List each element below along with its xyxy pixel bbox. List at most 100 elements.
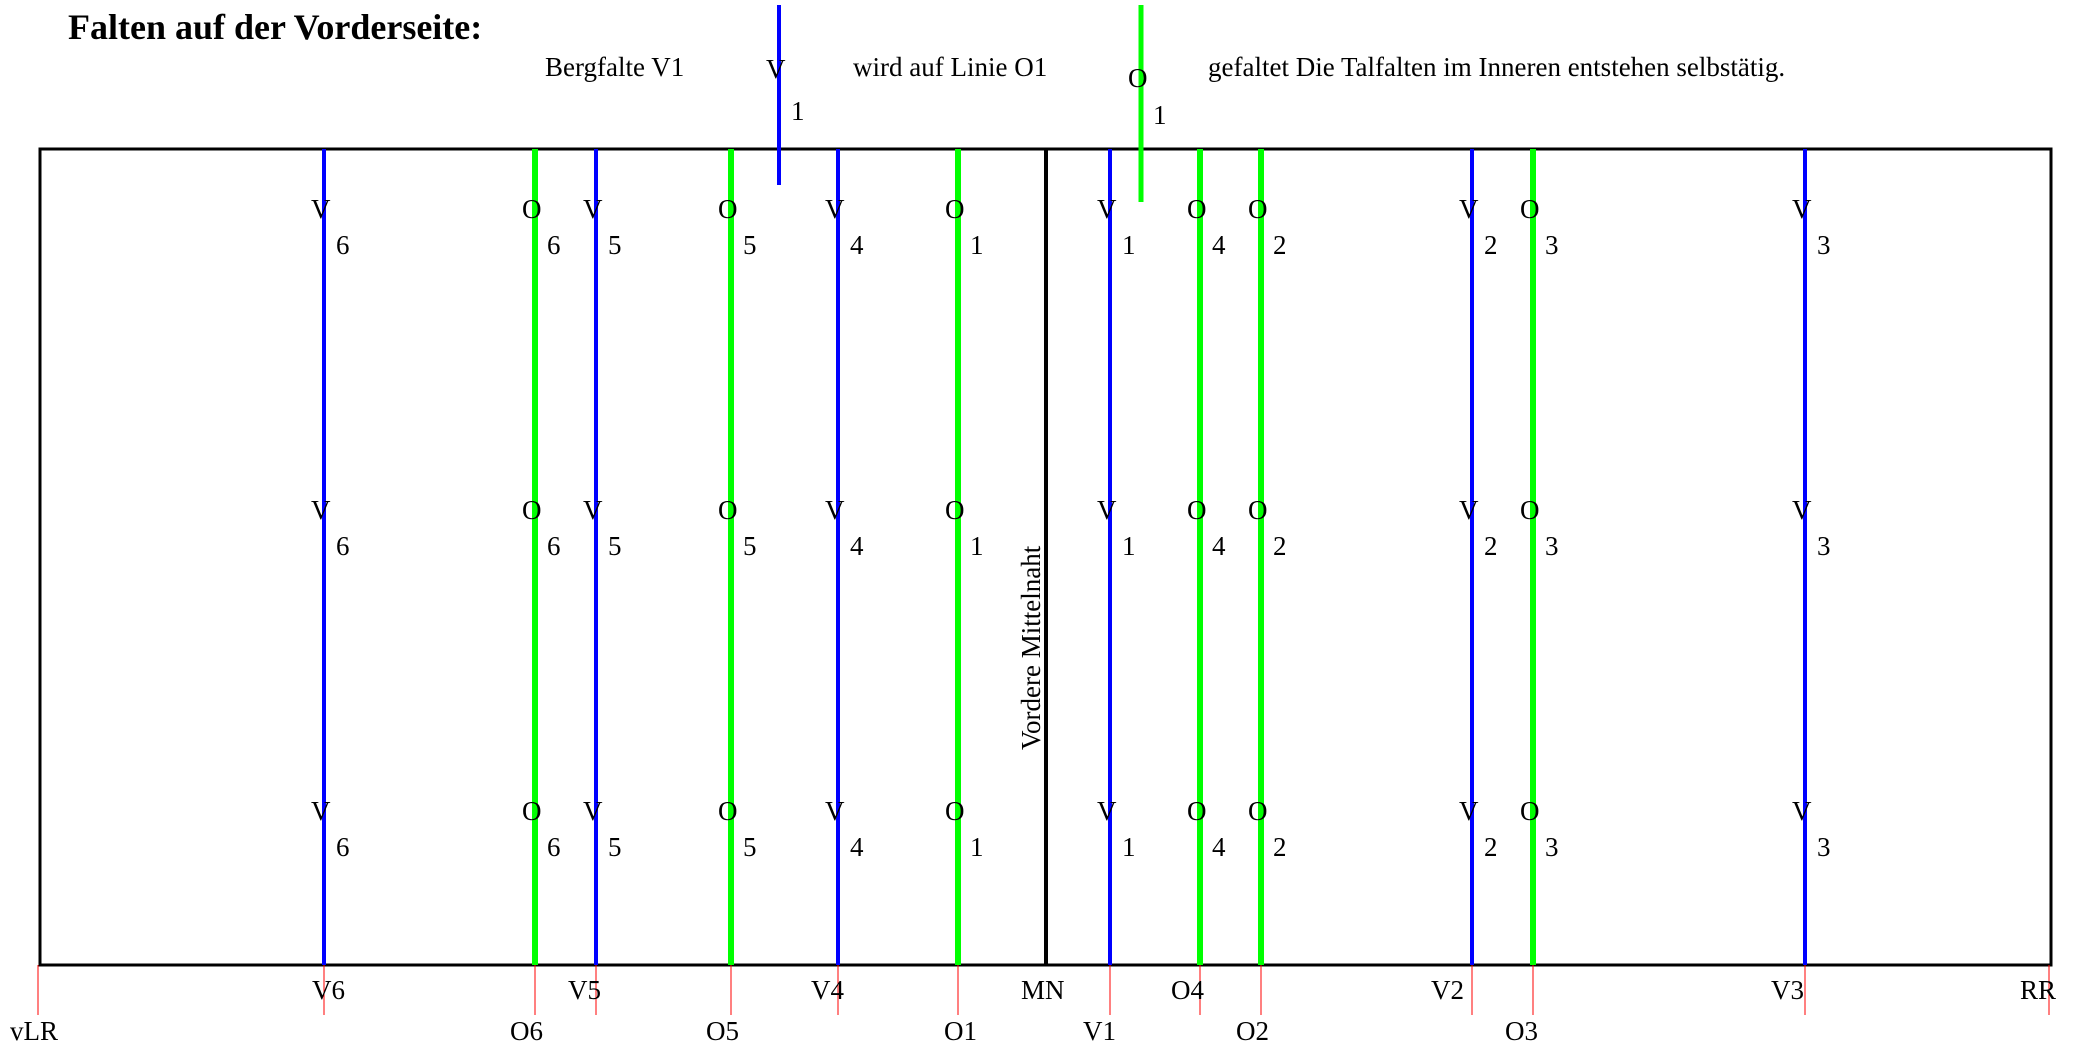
fold-letter-O6-2: O bbox=[522, 495, 542, 525]
fold-number-V3-3: 3 bbox=[1817, 832, 1831, 862]
fold-number-O3-3: 3 bbox=[1545, 832, 1559, 862]
bottom-label-V1: V1 bbox=[1083, 1016, 1116, 1044]
fold-number-V6-2: 6 bbox=[336, 531, 350, 561]
fold-letter-O4-2: O bbox=[1187, 495, 1207, 525]
page-title: Falten auf der Vorderseite: bbox=[68, 7, 483, 47]
legend-valley-symbol: O 1 bbox=[1128, 5, 1167, 202]
fold-number-O1-1: 1 bbox=[970, 230, 984, 260]
fold-letter-V1-2: V bbox=[1097, 495, 1117, 525]
fold-letter-V2-2: V bbox=[1459, 495, 1479, 525]
fold-number-O2-1: 2 bbox=[1273, 230, 1287, 260]
fold-letter-V4-1: V bbox=[825, 194, 845, 224]
bottom-label-V3: V3 bbox=[1771, 975, 1804, 1005]
bottom-label-O5: O5 bbox=[706, 1016, 739, 1044]
fold-number-V4-1: 4 bbox=[850, 230, 864, 260]
fold-number-V2-3: 2 bbox=[1484, 832, 1498, 862]
fold-number-O4-2: 4 bbox=[1212, 531, 1226, 561]
fold-letter-V1-3: V bbox=[1097, 796, 1117, 826]
fold-letter-V6-2: V bbox=[311, 495, 331, 525]
fold-number-V5-2: 5 bbox=[608, 531, 622, 561]
fold-number-O1-3: 1 bbox=[970, 832, 984, 862]
fold-number-O3-2: 3 bbox=[1545, 531, 1559, 561]
fold-letter-O5-1: O bbox=[718, 194, 738, 224]
fold-letter-V3-3: V bbox=[1792, 796, 1812, 826]
fold-letter-V4-2: V bbox=[825, 495, 845, 525]
fold-letter-V2-1: V bbox=[1459, 194, 1479, 224]
bottom-label-O2: O2 bbox=[1236, 1016, 1269, 1044]
fold-letter-O3-3: O bbox=[1520, 796, 1540, 826]
fold-number-V3-2: 3 bbox=[1817, 531, 1831, 561]
fold-number-O3-1: 3 bbox=[1545, 230, 1559, 260]
bottom-label-MN: MN bbox=[1021, 975, 1065, 1005]
fold-letter-V4-3: V bbox=[825, 796, 845, 826]
bottom-label-V4: V4 bbox=[811, 975, 844, 1005]
fold-number-O5-1: 5 bbox=[743, 230, 757, 260]
fold-letter-V5-1: V bbox=[583, 194, 603, 224]
fold-letter-O1-3: O bbox=[945, 796, 965, 826]
fold-letter-O4-1: O bbox=[1187, 194, 1207, 224]
fold-number-O6-1: 6 bbox=[547, 230, 561, 260]
bottom-label-O4: O4 bbox=[1171, 975, 1204, 1005]
fold-number-O6-3: 6 bbox=[547, 832, 561, 862]
fold-letter-V2-3: V bbox=[1459, 796, 1479, 826]
legend-mountain-number: 1 bbox=[791, 96, 805, 126]
bottom-labels: V6 V5 V4 MN O4 V2 V3 RR vLR O6 O5 O1 V1 O2 O3 bbox=[10, 975, 2056, 1044]
fold-letter-O1-2: O bbox=[945, 495, 965, 525]
bottom-ticks bbox=[37, 965, 2050, 1015]
fold-number-V2-1: 2 bbox=[1484, 230, 1498, 260]
fold-letter-V5-2: V bbox=[583, 495, 603, 525]
legend-valley-number: 1 bbox=[1153, 100, 1167, 130]
fold-letter-V3-1: V bbox=[1792, 194, 1812, 224]
fold-number-V6-3: 6 bbox=[336, 832, 350, 862]
legend-valley-text: gefaltet Die Talfalten im Inneren entste… bbox=[1208, 52, 1786, 82]
fold-number-O1-2: 1 bbox=[970, 531, 984, 561]
legend-valley-letter: O bbox=[1128, 63, 1148, 93]
legend-middle-text: wird auf Linie O1 bbox=[853, 52, 1048, 82]
fold-number-O4-3: 4 bbox=[1212, 832, 1226, 862]
legend-mountain-text: Bergfalte V1 bbox=[545, 52, 685, 82]
bottom-label-V6: V6 bbox=[312, 975, 345, 1005]
fold-number-V4-2: 4 bbox=[850, 531, 864, 561]
fold-number-V3-1: 3 bbox=[1817, 230, 1831, 260]
fold-number-V2-2: 2 bbox=[1484, 531, 1498, 561]
fold-number-V6-1: 6 bbox=[336, 230, 350, 260]
fold-number-O2-2: 2 bbox=[1273, 531, 1287, 561]
fold-letter-O5-2: O bbox=[718, 495, 738, 525]
fold-letter-V6-3: V bbox=[311, 796, 331, 826]
fold-letter-O1-1: O bbox=[945, 194, 965, 224]
fold-letter-O6-3: O bbox=[522, 796, 542, 826]
bottom-label-V2: V2 bbox=[1431, 975, 1464, 1005]
fold-letter-O3-2: O bbox=[1520, 495, 1540, 525]
fold-letter-V3-2: V bbox=[1792, 495, 1812, 525]
fold-letter-O5-3: O bbox=[718, 796, 738, 826]
fold-number-V4-3: 4 bbox=[850, 832, 864, 862]
center-seam-label: Vordere Mittelnaht bbox=[1016, 545, 1046, 750]
fold-letter-O6-1: O bbox=[522, 194, 542, 224]
fold-number-V5-1: 5 bbox=[608, 230, 622, 260]
legend-mountain-symbol: V 1 bbox=[766, 5, 805, 185]
bottom-label-O3: O3 bbox=[1505, 1016, 1538, 1044]
fold-number-O5-3: 5 bbox=[743, 832, 757, 862]
bottom-label-O1: O1 bbox=[944, 1016, 977, 1044]
fold-number-V5-3: 5 bbox=[608, 832, 622, 862]
fold-letter-O3-1: O bbox=[1520, 194, 1540, 224]
fold-number-V1-1: 1 bbox=[1122, 230, 1136, 260]
bottom-label-V5: V5 bbox=[568, 975, 601, 1005]
fold-letter-O2-1: O bbox=[1248, 194, 1268, 224]
fold-number-O6-2: 6 bbox=[547, 531, 561, 561]
fold-number-O4-1: 4 bbox=[1212, 230, 1226, 260]
fold-letter-V5-3: V bbox=[583, 796, 603, 826]
bottom-label-O6: O6 bbox=[510, 1016, 543, 1044]
